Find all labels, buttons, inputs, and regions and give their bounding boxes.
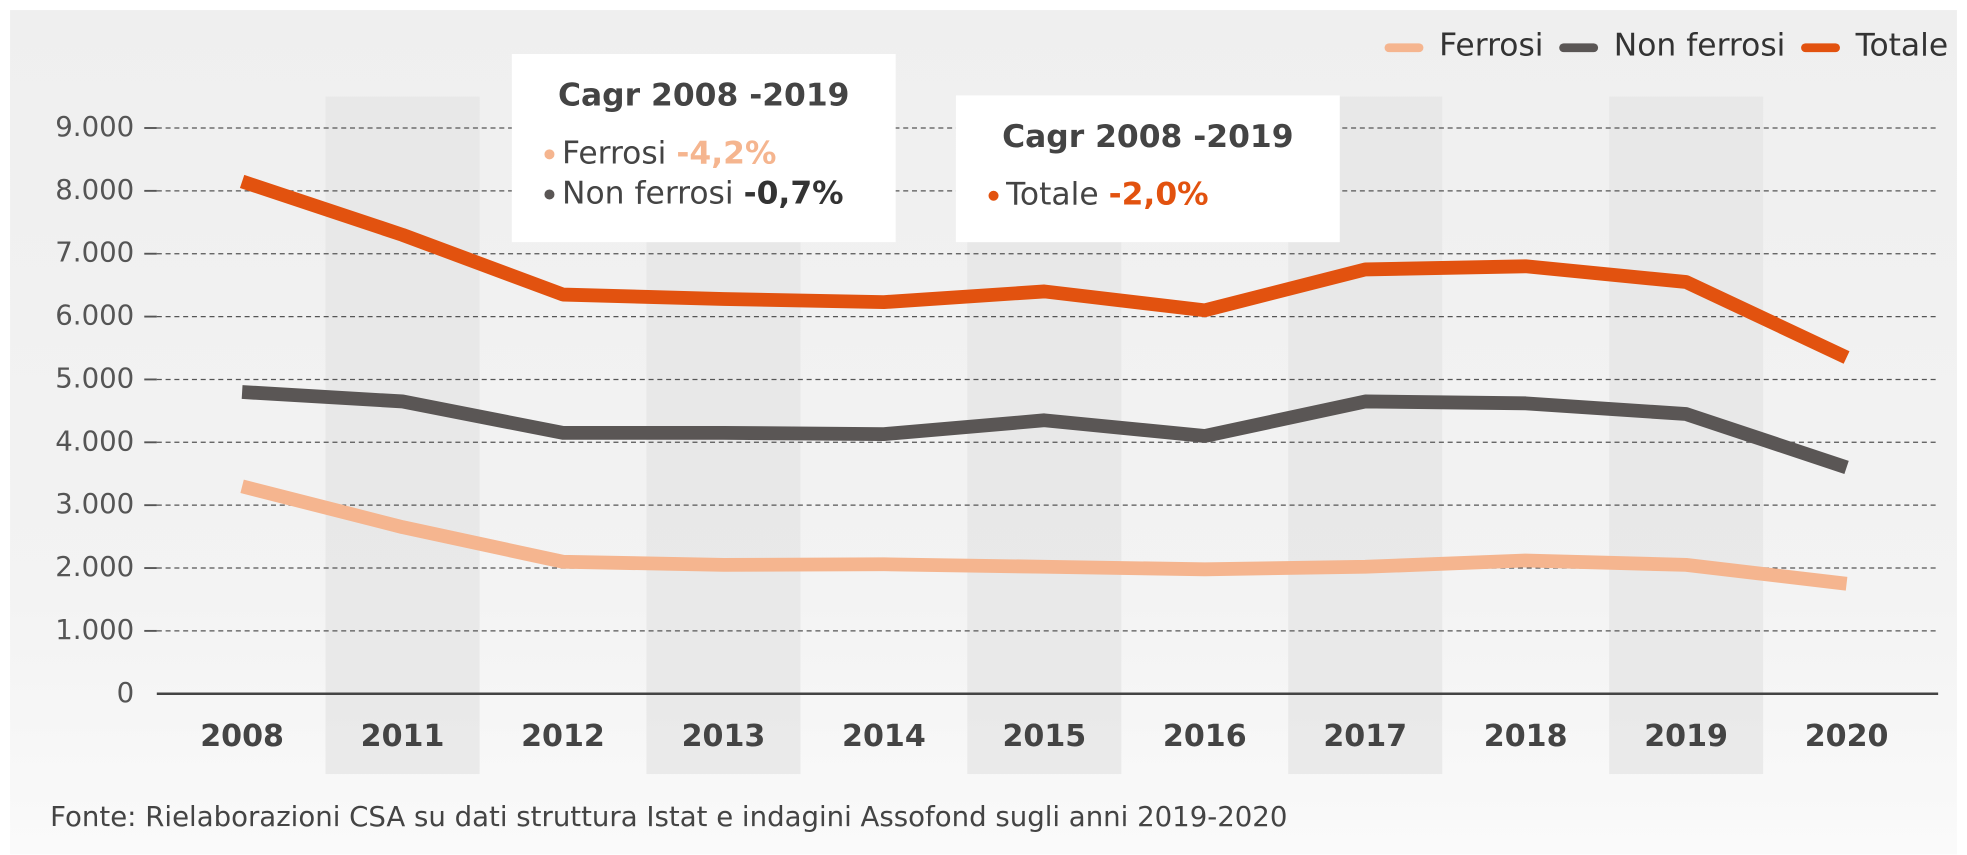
x-tick-label: 2019 — [1644, 719, 1728, 754]
annotation-box — [955, 95, 1340, 243]
y-tick-label: 5.000 — [55, 361, 134, 394]
legend-label: Ferrosi — [1439, 27, 1543, 63]
item-value: -2,0% — [1109, 177, 1209, 213]
y-tick-label: 0 — [117, 676, 135, 709]
x-tick-label: 2020 — [1805, 719, 1889, 754]
item-label: Ferrosi — [562, 135, 666, 171]
item-value: -4,2% — [676, 135, 776, 171]
grid: 0 1.000 2.000 3.000 4.000 5.000 6.000 7.000 8.00… — [55, 110, 1939, 754]
x-tick-label: 2012 — [521, 719, 605, 754]
x-tick-label: 2015 — [1002, 719, 1086, 754]
y-tick-label: 4.000 — [55, 424, 134, 457]
x-tick-label: 2018 — [1484, 719, 1568, 754]
y-tick-label: 6.000 — [55, 299, 134, 332]
bullet — [544, 189, 555, 200]
y-tick-label: 3.000 — [55, 487, 134, 520]
x-tick-label: 2008 — [200, 719, 284, 754]
annotations: Cagr 2008 -2019 Ferrosi -4,2% Non ferrosi … — [511, 53, 1340, 243]
lines — [239, 174, 1850, 591]
series-line — [241, 385, 1849, 475]
y-tick-label: 9.000 — [55, 110, 134, 143]
item-value: -0,7% — [744, 175, 844, 211]
x-tick-label: 2011 — [361, 719, 445, 754]
item-label: Non ferrosi — [562, 175, 734, 211]
y-tick-label: 7.000 — [55, 236, 134, 269]
y-tick-label: 1.000 — [55, 613, 134, 646]
y-tick-label: 8.000 — [55, 173, 134, 206]
x-tick-label: 2013 — [682, 719, 766, 754]
legend-label: Non ferrosi — [1614, 27, 1786, 63]
x-tick-label: 2016 — [1163, 719, 1247, 754]
bullet — [988, 190, 999, 201]
annotation-title: Cagr 2008 -2019 — [558, 78, 849, 114]
x-tick-label: 2014 — [842, 719, 926, 754]
series-line — [240, 479, 1848, 591]
series-line — [239, 174, 1850, 364]
item-label: Totale — [1005, 177, 1099, 213]
annotation-item: Totale -2,0% — [1005, 177, 1209, 213]
legend: Totale Non ferrosi Ferrosi — [1384, 27, 1949, 63]
column-band — [325, 96, 480, 775]
bullet — [544, 149, 555, 160]
source-note: Fonte: Rielaborazioni CSA su dati strutt… — [50, 800, 1287, 833]
annotation-item: Non ferrosi -0,7% — [562, 175, 844, 211]
annotation-item: Ferrosi -4,2% — [562, 135, 776, 171]
annotation-title: Cagr 2008 -2019 — [1002, 119, 1293, 155]
x-tick-label: 2017 — [1323, 719, 1407, 754]
legend-label: Totale — [1855, 27, 1949, 63]
annotation-box — [511, 53, 896, 243]
y-tick-label: 2.000 — [55, 550, 134, 583]
